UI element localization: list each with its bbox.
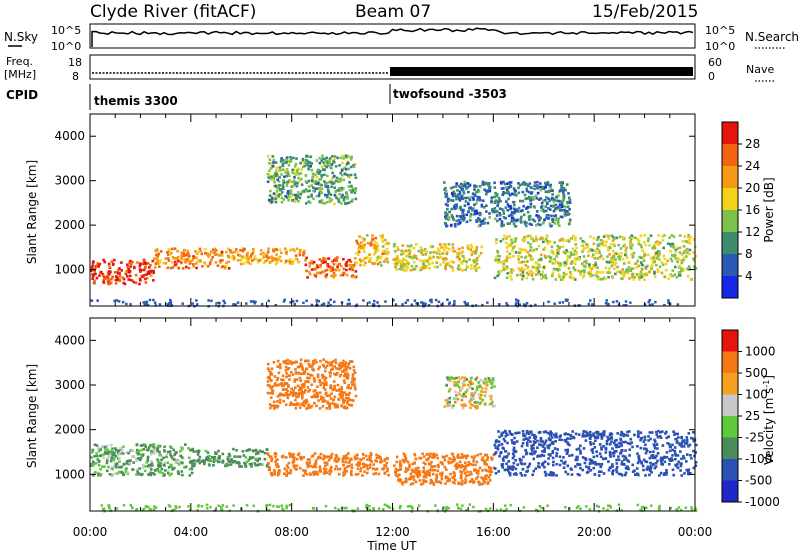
velocity-colorbar-swatch-1 (722, 351, 738, 374)
power-region-0 (90, 258, 155, 286)
freq-label-1: Freq. (6, 55, 33, 68)
noise-tick-bottom-left: 10^0 (51, 40, 81, 53)
power-y-tick-3000: 3000 (54, 174, 85, 188)
power-panel: 1000 2000 3000 4000 Slant Range [km] (25, 113, 698, 308)
power-y-tick-2000: 2000 (54, 218, 85, 232)
velocity-region-6 (443, 376, 496, 410)
velocity-colorbar-tick-0: 1000 (745, 345, 776, 359)
noise-tick-bottom-right: 10^0 (705, 40, 735, 53)
velocity-colorbar-swatch-4 (722, 416, 738, 438)
velocity-colorbar-tick-3: 25 (745, 409, 760, 423)
power-colorbar-swatch-0 (722, 122, 738, 145)
power-region-6 (493, 234, 698, 281)
velocity-colorbar-swatch-2 (722, 373, 738, 395)
x-tick-4: 16:00 (476, 525, 511, 539)
x-tick-2: 08:00 (274, 525, 309, 539)
velocity-colorbar-tick-5: -100 (745, 452, 772, 466)
power-region-2 (229, 247, 307, 266)
velocity-colorbar-swatch-3 (722, 394, 738, 417)
power-scatter (90, 154, 698, 308)
velocity-y-tick-4000: 4000 (54, 333, 85, 347)
cpid-segment-2: twofsound -3503 (393, 87, 507, 101)
nave-tick-60: 60 (708, 56, 722, 69)
power-colorbar: 4 8 12 16 20 24 28 Power [dB] (721, 121, 776, 299)
noise-sky-label: N.Sky (4, 30, 38, 44)
power-colorbar-tick-1: 8 (745, 247, 753, 261)
power-colorbar-tick-0: 4 (745, 269, 753, 283)
power-colorbar-swatch-1 (722, 144, 738, 167)
nave-label: Nave (746, 63, 774, 76)
freq-tick-18: 18 (68, 56, 82, 69)
power-colorbar-swatch-5 (722, 232, 738, 255)
velocity-colorbar-swatch-7 (722, 480, 738, 503)
velocity-colorbar-swatch-6 (722, 459, 738, 481)
date-title: 15/Feb/2015 (592, 2, 698, 22)
noise-panel: N.Sky 10^5 10^0 10^5 10^0 N.Search (4, 23, 799, 53)
power-colorbar-swatch-6 (722, 254, 738, 277)
freq-label-2: [MHz] (4, 68, 36, 81)
nave-trace-2 (390, 67, 693, 76)
velocity-colorbar-swatch-0 (722, 330, 738, 352)
power-region-1 (153, 247, 231, 270)
velocity-region-3 (393, 452, 496, 486)
cpid-label: CPID (6, 88, 38, 102)
velocity-colorbar-swatch-5 (722, 437, 738, 460)
cpid-segment-1: themis 3300 (94, 94, 178, 108)
nave-tick-0: 0 (708, 70, 715, 83)
power-region-8 (443, 180, 572, 228)
velocity-region-1 (191, 447, 269, 468)
velocity-scatter (90, 358, 698, 513)
velocity-region-2 (266, 452, 390, 477)
power-colorbar-tick-6: 28 (745, 137, 760, 151)
velocity-colorbar-tick-7: -1000 (745, 495, 780, 509)
power-y-label: Slant Range [km] (25, 160, 39, 264)
x-tick-5: 20:00 (577, 525, 612, 539)
power-colorbar-label: Power [dB] (762, 177, 776, 242)
velocity-colorbar-tick-1: 500 (745, 366, 768, 380)
x-tick-6: 00:00 (678, 525, 713, 539)
station-title: Clyde River (fitACF) (90, 2, 256, 22)
power-colorbar-swatch-4 (722, 210, 738, 233)
velocity-region-0 (90, 443, 194, 477)
velocity-y-tick-1000: 1000 (54, 467, 85, 481)
velocity-colorbar-tick-6: -500 (745, 474, 772, 488)
power-y-tick-4000: 4000 (54, 129, 85, 143)
velocity-y-tick-2000: 2000 (54, 423, 85, 437)
frequency-panel: Freq. [MHz] 18 8 60 0 Nave (4, 54, 775, 83)
noise-tick-top-left: 10^5 (51, 24, 81, 37)
power-colorbar-swatch-7 (722, 276, 738, 299)
velocity-panel: 1000 2000 3000 4000 Slant Range [km] (25, 317, 698, 513)
x-axis-label: Time UT (366, 539, 417, 553)
power-region-4 (355, 234, 390, 267)
power-colorbar-tick-4: 20 (745, 181, 760, 195)
power-colorbar-swatch-2 (722, 166, 738, 189)
velocity-colorbar: 1000 500 100 25 -25 -100 -500 -1000 Velocity [m… (721, 329, 780, 509)
power-region-5 (392, 242, 483, 272)
velocity-region-4 (493, 429, 698, 477)
power-region-7 (266, 154, 358, 206)
velocity-y-label: Slant Range [km] (25, 364, 39, 468)
x-tick-0: 00:00 (73, 525, 108, 539)
power-colorbar-tick-2: 12 (745, 225, 760, 239)
noise-tick-top-right: 10^5 (705, 24, 735, 37)
power-region-3 (304, 256, 358, 279)
noise-sky-line (91, 27, 694, 47)
power-y-tick-1000: 1000 (54, 263, 85, 277)
velocity-colorbar-tick-4: -25 (745, 431, 765, 445)
velocity-colorbar-label: Velocity [m s-1] (762, 375, 776, 465)
velocity-region-5 (266, 358, 358, 410)
power-colorbar-swatch-3 (722, 188, 738, 211)
x-tick-1: 04:00 (174, 525, 209, 539)
beam-title: Beam 07 (355, 2, 431, 22)
velocity-colorbar-tick-2: 100 (745, 388, 768, 402)
x-tick-3: 12:00 (375, 525, 410, 539)
noise-search-label: N.Search (745, 30, 799, 44)
freq-tick-8: 8 (72, 70, 79, 83)
velocity-y-tick-3000: 3000 (54, 378, 85, 392)
power-colorbar-tick-5: 24 (745, 159, 760, 173)
power-colorbar-tick-3: 16 (745, 203, 760, 217)
